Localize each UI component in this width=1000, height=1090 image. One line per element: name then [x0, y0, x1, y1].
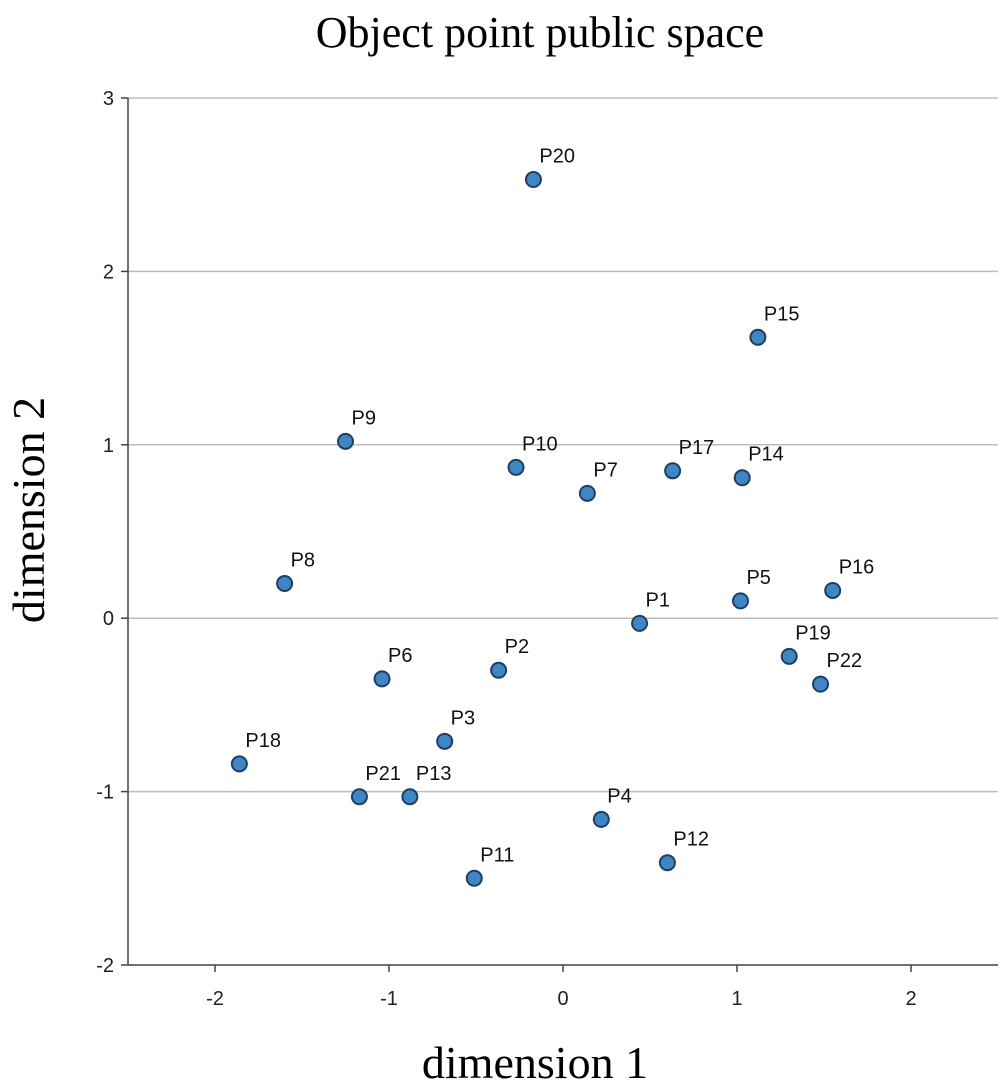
y-tick-label: 0: [103, 608, 114, 630]
point-label-p6: P6: [388, 645, 412, 667]
point-label-p15: P15: [764, 303, 800, 325]
point-label-p20: P20: [539, 145, 575, 167]
data-point-p11: [465, 869, 483, 887]
y-tick-labels: -2 -1 0 1 2 3: [96, 88, 114, 977]
y-tick-label: -1: [96, 782, 114, 804]
x-tick-labels: -2 -1 0 1 2: [206, 988, 916, 1010]
point-label-p13: P13: [416, 763, 452, 785]
data-point-p21: [350, 788, 368, 806]
point-label-p4: P4: [607, 785, 631, 807]
y-tick-label: -2: [96, 955, 114, 977]
data-point-p7: [578, 484, 596, 502]
data-point-p10: [507, 458, 525, 476]
data-points: [230, 170, 842, 887]
point-label-p17: P17: [679, 437, 715, 459]
point-label-p5: P5: [746, 567, 770, 589]
data-point-p8: [276, 575, 294, 593]
point-label-p22: P22: [827, 650, 863, 672]
x-tick-label: 0: [557, 988, 568, 1010]
x-axis-label: dimension 1: [422, 1037, 648, 1088]
data-point-p17: [664, 462, 682, 480]
chart-title: Object point public space: [316, 8, 764, 57]
data-point-p9: [337, 432, 354, 450]
point-label-p18: P18: [245, 730, 281, 752]
point-label-p11: P11: [480, 844, 514, 866]
point-label-p2: P2: [505, 636, 529, 658]
data-point-p4: [592, 810, 610, 828]
point-label-p14: P14: [748, 444, 784, 466]
data-point-p16: [824, 581, 842, 599]
x-tick-label: 2: [905, 988, 916, 1010]
data-point-p12: [658, 854, 676, 872]
point-labels: P1 P2 P3 P4 P5 P6 P7 P8 P9 P10 P11 P12 P13 P14 P15 P16 P…: [245, 145, 874, 866]
point-label-p19: P19: [795, 622, 831, 644]
x-tick-label: 1: [731, 988, 742, 1010]
axes: [121, 97, 998, 972]
data-point-p5: [731, 592, 749, 610]
data-point-p2: [490, 661, 508, 679]
point-label-p16: P16: [839, 556, 875, 578]
point-label-p9: P9: [352, 407, 376, 429]
point-label-p8: P8: [291, 550, 315, 572]
point-label-p3: P3: [451, 707, 475, 729]
x-tick-label: -1: [380, 988, 398, 1010]
y-axis-label: dimension 2: [3, 397, 54, 623]
y-tick-label: 1: [103, 435, 114, 457]
point-label-p1: P1: [646, 589, 670, 611]
y-tick-label: 3: [103, 88, 114, 110]
gridlines: [128, 97, 998, 793]
point-label-p12: P12: [673, 829, 709, 851]
point-label-p21: P21: [365, 763, 401, 785]
x-tick-label: -2: [206, 988, 224, 1010]
data-point-p13: [401, 788, 419, 806]
y-tick-label: 2: [103, 261, 114, 283]
data-point-p20: [524, 170, 542, 188]
data-point-p3: [436, 732, 454, 750]
data-point-p6: [373, 670, 391, 688]
point-label-p10: P10: [522, 433, 558, 455]
data-point-p15: [749, 328, 767, 346]
data-point-p22: [812, 675, 830, 693]
point-label-p7: P7: [593, 459, 617, 481]
data-point-p18: [230, 755, 248, 773]
data-point-p19: [780, 647, 798, 665]
data-point-p14: [733, 469, 751, 487]
data-point-p1: [631, 614, 649, 632]
